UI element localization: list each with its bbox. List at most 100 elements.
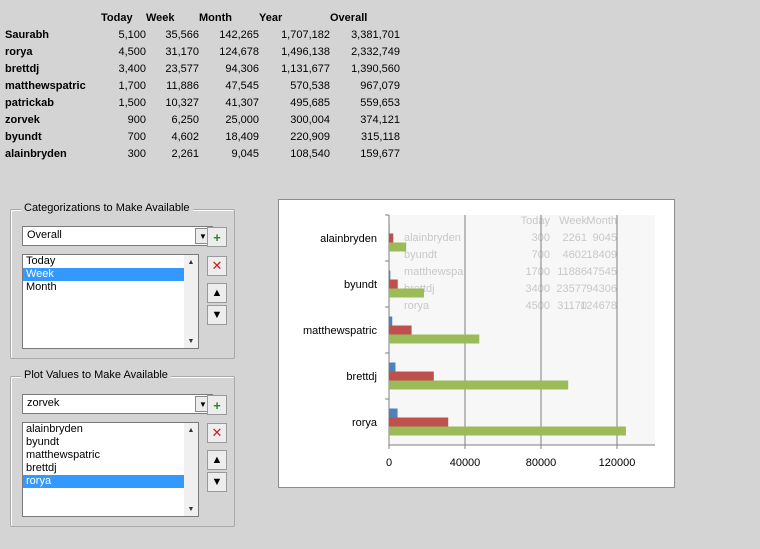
cell-name: alainbryden bbox=[5, 147, 67, 160]
arrow-down-icon: ▼ bbox=[211, 309, 223, 321]
list-item[interactable]: byundt bbox=[26, 436, 60, 448]
scroll-down-icon[interactable]: ▼ bbox=[187, 505, 195, 513]
list-item[interactable]: alainbryden bbox=[26, 423, 83, 435]
plus-icon: + bbox=[213, 397, 221, 413]
ghost-table-cell: 47545 bbox=[586, 266, 617, 278]
close-icon: ✕ bbox=[211, 258, 223, 273]
category-label: matthewspatric bbox=[303, 325, 377, 337]
cell-overall: 159,677 bbox=[360, 147, 400, 160]
cell-month: 25,000 bbox=[225, 113, 259, 126]
cell-year: 108,540 bbox=[290, 147, 330, 160]
ghost-table-header: Month bbox=[586, 215, 617, 227]
ghost-table-cell: 4602 bbox=[563, 249, 587, 261]
cell-month: 9,045 bbox=[231, 147, 259, 160]
arrow-up-icon: ▲ bbox=[211, 454, 223, 466]
list-item[interactable]: Month bbox=[26, 281, 57, 293]
categorization-combo[interactable]: Overall ▼ bbox=[22, 226, 213, 246]
scroll-down-icon[interactable]: ▼ bbox=[187, 337, 195, 345]
cell-week: 31,170 bbox=[165, 45, 199, 58]
cell-today: 1,500 bbox=[118, 96, 146, 109]
cell-year: 220,909 bbox=[290, 130, 330, 143]
cell-week: 2,261 bbox=[171, 147, 199, 160]
ghost-table-cell: matthewspa bbox=[404, 266, 464, 278]
list-item[interactable]: Week bbox=[23, 268, 184, 281]
category-label: rorya bbox=[352, 417, 378, 429]
list-item[interactable]: matthewspatric bbox=[26, 449, 100, 461]
list-item[interactable]: rorya bbox=[23, 475, 184, 488]
ghost-table-cell: 31170 bbox=[557, 300, 587, 312]
cell-name: matthewspatric bbox=[5, 79, 86, 92]
close-icon: ✕ bbox=[211, 425, 223, 440]
table-row: byundt 700 4,602 18,409 220,909 315,118 bbox=[5, 128, 400, 145]
cell-today: 5,100 bbox=[118, 28, 146, 41]
ghost-table-cell: 11886 bbox=[557, 266, 587, 278]
ghost-table-header: Today bbox=[521, 215, 551, 227]
cell-month: 94,306 bbox=[225, 62, 259, 75]
cell-name: byundt bbox=[5, 130, 42, 143]
column-header-year: Year bbox=[259, 11, 283, 24]
cell-month: 47,545 bbox=[225, 79, 259, 92]
x-tick-label: 80000 bbox=[526, 457, 557, 469]
move-plot-value-down-button[interactable]: ▼ bbox=[207, 472, 227, 492]
list-item[interactable]: brettdj bbox=[26, 462, 57, 474]
cell-overall: 374,121 bbox=[360, 113, 400, 126]
scroll-up-icon[interactable]: ▲ bbox=[187, 258, 195, 266]
cell-month: 124,678 bbox=[219, 45, 259, 58]
cell-week: 4,602 bbox=[171, 130, 199, 143]
plot-values-combo[interactable]: zorvek ▼ bbox=[22, 394, 213, 414]
bar-month bbox=[389, 242, 407, 252]
cell-overall: 967,079 bbox=[360, 79, 400, 92]
move-plot-value-up-button[interactable]: ▲ bbox=[207, 450, 227, 470]
table-row: alainbryden 300 2,261 9,045 108,540 159,677 bbox=[5, 145, 400, 162]
bar-month bbox=[389, 426, 626, 436]
ghost-table-cell: 9045 bbox=[593, 232, 617, 244]
move-categorization-up-button[interactable]: ▲ bbox=[207, 283, 227, 303]
remove-categorization-button[interactable]: ✕ bbox=[207, 256, 227, 276]
plot-values-list-scrollbar[interactable]: ▲ ▼ bbox=[184, 423, 198, 516]
x-tick-label: 0 bbox=[386, 457, 392, 469]
categorizations-group: Categorizations to Make Available Overal… bbox=[10, 202, 235, 359]
bar-today bbox=[389, 408, 398, 418]
add-categorization-button[interactable]: + bbox=[207, 227, 227, 247]
stats-table: Today Week Month Year Overall Saurabh 5,1… bbox=[5, 9, 400, 162]
cell-month: 41,307 bbox=[225, 96, 259, 109]
add-plot-value-button[interactable]: + bbox=[207, 395, 227, 415]
cell-year: 300,004 bbox=[290, 113, 330, 126]
cell-overall: 3,381,701 bbox=[351, 28, 400, 41]
cell-name: Saurabh bbox=[5, 28, 50, 41]
cell-name: rorya bbox=[5, 45, 33, 58]
scroll-up-icon[interactable]: ▲ bbox=[187, 426, 195, 434]
plot-values-list[interactable]: alainbryden byundt matthewspatric brettdj ro… bbox=[22, 422, 199, 517]
categorization-list-scrollbar[interactable]: ▲ ▼ bbox=[184, 255, 198, 348]
move-categorization-down-button[interactable]: ▼ bbox=[207, 305, 227, 325]
cell-today: 1,700 bbox=[118, 79, 146, 92]
arrow-up-icon: ▲ bbox=[211, 287, 223, 299]
cell-today: 300 bbox=[127, 147, 146, 160]
column-header-month: Month bbox=[199, 11, 232, 24]
ghost-table-cell: 4500 bbox=[526, 300, 550, 312]
table-row: matthewspatric 1,700 11,886 47,545 570,538 96… bbox=[5, 77, 400, 94]
cell-year: 495,685 bbox=[290, 96, 330, 109]
cell-name: zorvek bbox=[5, 113, 40, 126]
x-tick-label: 120000 bbox=[599, 457, 636, 469]
cell-name: brettdj bbox=[5, 62, 40, 75]
plot-values-combo-value: zorvek bbox=[27, 397, 60, 409]
ghost-table-header: Week bbox=[559, 215, 587, 227]
cell-year: 1,707,182 bbox=[281, 28, 330, 41]
cell-month: 142,265 bbox=[219, 28, 259, 41]
ghost-table-cell: 94306 bbox=[586, 283, 617, 295]
ghost-table-cell: 124678 bbox=[580, 300, 617, 312]
ghost-table-cell: 1700 bbox=[526, 266, 550, 278]
bar-today bbox=[389, 362, 396, 372]
plus-icon: + bbox=[213, 229, 221, 245]
cell-week: 23,577 bbox=[165, 62, 199, 75]
categorization-list[interactable]: Today Week Month ▲ ▼ bbox=[22, 254, 199, 349]
bar-week bbox=[389, 417, 449, 427]
ghost-table-cell: 3400 bbox=[526, 283, 550, 295]
list-item[interactable]: Today bbox=[26, 255, 56, 267]
cell-overall: 2,332,749 bbox=[351, 45, 400, 58]
bar-today bbox=[389, 224, 390, 234]
remove-plot-value-button[interactable]: ✕ bbox=[207, 423, 227, 443]
bar-chart[interactable]: Today Week Month alainbryden 300 2261 9045 byun… bbox=[278, 199, 675, 488]
cell-today: 700 bbox=[127, 130, 146, 143]
